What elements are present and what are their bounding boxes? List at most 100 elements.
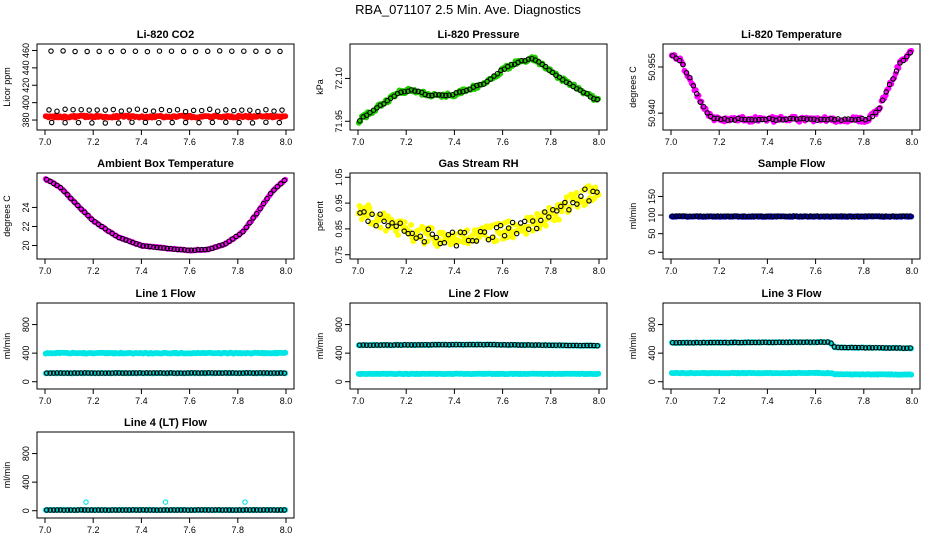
y-tick-label: 50.940 bbox=[647, 99, 657, 127]
data-point bbox=[102, 120, 109, 126]
data-point bbox=[85, 212, 91, 219]
data-point bbox=[738, 213, 745, 219]
data-point bbox=[509, 219, 516, 226]
data-point bbox=[174, 106, 181, 113]
data-point bbox=[807, 339, 814, 345]
data-point bbox=[591, 96, 597, 102]
data-point bbox=[738, 339, 745, 346]
data-point bbox=[721, 213, 728, 219]
data-point bbox=[697, 213, 704, 219]
x-tick-label: 7.6 bbox=[809, 137, 822, 147]
data-point bbox=[99, 507, 105, 513]
data-point bbox=[869, 113, 876, 120]
x-tick-label: 7.8 bbox=[858, 137, 871, 147]
data-point bbox=[728, 339, 735, 346]
x-tick-label: 7.4 bbox=[761, 137, 774, 147]
data-point bbox=[166, 107, 173, 114]
data-point bbox=[88, 216, 95, 222]
data-point bbox=[370, 342, 377, 348]
data-point bbox=[804, 339, 810, 345]
data-point bbox=[123, 507, 129, 513]
data-point bbox=[838, 213, 845, 219]
data-point bbox=[418, 342, 425, 348]
data-point bbox=[883, 345, 889, 351]
data-point bbox=[570, 342, 576, 349]
data-point bbox=[142, 107, 149, 114]
data-point bbox=[156, 48, 163, 54]
data-point bbox=[480, 81, 487, 87]
data-point bbox=[501, 66, 508, 72]
x-tick-label: 8.0 bbox=[280, 137, 293, 147]
data-point bbox=[356, 118, 363, 124]
y-tick-label: 460 bbox=[21, 43, 31, 58]
series-pressure-dense bbox=[355, 54, 602, 126]
data-point bbox=[783, 116, 790, 122]
data-point bbox=[461, 229, 468, 236]
data-point bbox=[824, 339, 831, 345]
data-point bbox=[277, 48, 283, 55]
data-point bbox=[793, 116, 800, 122]
data-point bbox=[787, 213, 793, 219]
data-point bbox=[81, 209, 88, 216]
data-point bbox=[752, 339, 759, 346]
data-point bbox=[180, 48, 187, 55]
data-point bbox=[481, 229, 488, 235]
x-tick-label: 7.4 bbox=[135, 266, 148, 276]
data-point bbox=[253, 370, 260, 376]
data-point bbox=[412, 88, 418, 94]
y-tick-label: 400 bbox=[21, 475, 31, 490]
data-point bbox=[136, 507, 143, 513]
data-point bbox=[115, 120, 122, 126]
x-tick-label: 7.8 bbox=[232, 396, 245, 406]
data-point bbox=[267, 190, 274, 197]
x-tick-label: 7.8 bbox=[232, 266, 245, 276]
data-point bbox=[562, 199, 568, 206]
data-point bbox=[105, 507, 112, 513]
data-point bbox=[126, 107, 133, 113]
data-point bbox=[361, 209, 367, 215]
data-point bbox=[669, 213, 676, 219]
data-point bbox=[123, 237, 129, 243]
chart-title: Gas Stream RH bbox=[438, 158, 518, 170]
data-point bbox=[226, 370, 232, 376]
data-point bbox=[360, 342, 366, 348]
x-tick-label: 7.2 bbox=[400, 266, 413, 276]
data-point bbox=[267, 507, 274, 513]
data-point bbox=[192, 370, 198, 376]
data-point bbox=[86, 107, 92, 113]
data-point bbox=[182, 119, 189, 126]
x-tick-label: 8.0 bbox=[906, 137, 919, 147]
x-tick-label: 7.8 bbox=[545, 396, 558, 406]
data-point bbox=[849, 116, 855, 123]
data-point bbox=[164, 507, 170, 513]
data-point bbox=[800, 339, 807, 346]
data-point bbox=[214, 108, 221, 114]
data-point bbox=[690, 340, 697, 346]
data-point bbox=[57, 507, 64, 513]
data-point bbox=[769, 213, 776, 220]
data-point bbox=[156, 119, 162, 126]
data-point bbox=[756, 116, 762, 123]
data-point bbox=[243, 507, 250, 513]
data-point bbox=[549, 69, 556, 76]
data-point bbox=[849, 213, 855, 220]
data-point bbox=[167, 370, 174, 376]
data-point bbox=[109, 370, 115, 376]
data-point bbox=[415, 88, 422, 95]
data-point bbox=[821, 339, 827, 345]
data-point bbox=[756, 213, 762, 219]
data-point bbox=[728, 213, 735, 220]
y-tick-label: 100 bbox=[647, 208, 657, 223]
y-tick-label: 1.05 bbox=[334, 169, 344, 187]
data-point bbox=[890, 213, 896, 219]
data-point bbox=[508, 342, 514, 348]
data-point bbox=[704, 213, 710, 219]
chart-markers bbox=[668, 213, 915, 220]
data-point bbox=[432, 92, 439, 98]
data-point bbox=[742, 339, 748, 346]
data-point bbox=[855, 344, 862, 351]
data-point bbox=[725, 117, 731, 123]
data-point bbox=[133, 507, 139, 513]
data-point bbox=[436, 92, 442, 98]
data-point bbox=[216, 507, 222, 513]
